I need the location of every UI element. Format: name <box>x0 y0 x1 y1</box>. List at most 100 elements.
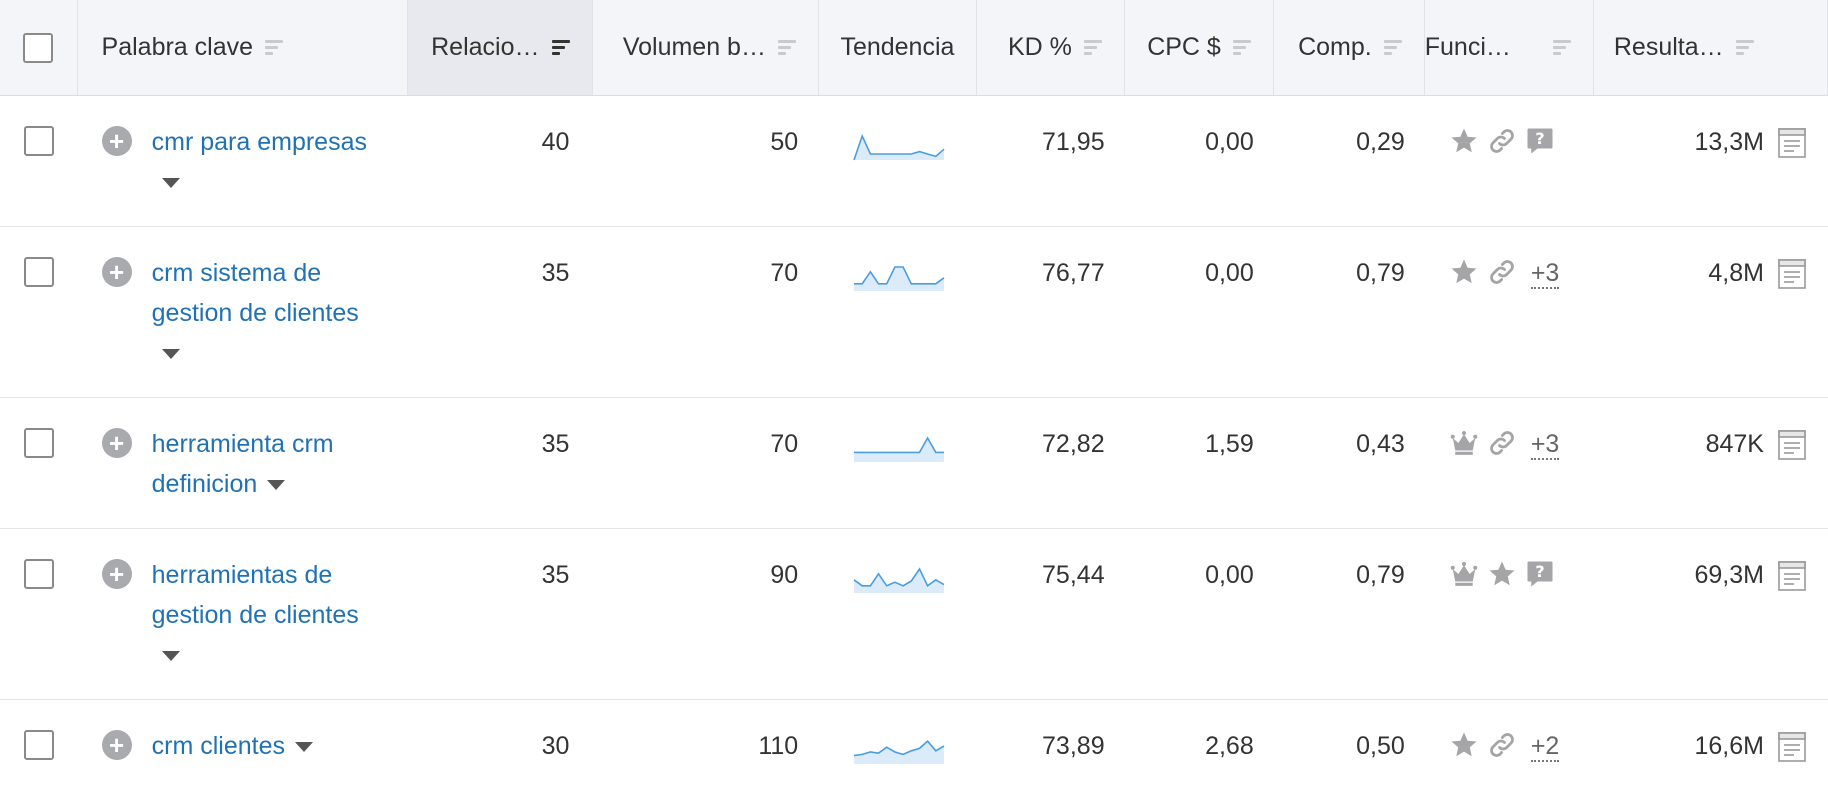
results-cell: 69,3M <box>1593 529 1828 699</box>
header-cpc[interactable]: CPC $ <box>1125 0 1274 95</box>
crown-icon[interactable] <box>1449 559 1479 589</box>
keyword-text: herramienta crm definicion <box>151 430 334 498</box>
question-icon[interactable]: ? <box>1525 126 1555 156</box>
relation-value: 40 <box>541 128 570 156</box>
select-all-checkbox[interactable] <box>23 32 54 63</box>
row-select-cell <box>0 96 78 226</box>
chevron-down-icon[interactable] <box>161 178 180 189</box>
keyword-link[interactable]: crm sistema de gestion de clientes <box>152 253 382 397</box>
table-row: + herramientas de gestion de clientes 35… <box>0 529 1828 700</box>
add-keyword-icon[interactable]: + <box>101 730 132 760</box>
sort-icon[interactable] <box>1083 39 1102 56</box>
sort-icon[interactable] <box>1383 39 1402 56</box>
trend-area <box>854 569 945 593</box>
serp-features: +3 <box>1427 227 1594 397</box>
link-icon[interactable] <box>1487 730 1517 760</box>
keyword-text: crm clientes <box>151 732 286 760</box>
header-keyword[interactable]: Palabra clave <box>78 0 408 95</box>
kd-value: 73,89 <box>1042 732 1105 760</box>
serp-document-icon[interactable] <box>1778 561 1806 699</box>
serp-document-icon[interactable] <box>1778 732 1806 790</box>
cpc-value: 0,00 <box>1205 259 1254 287</box>
comp-value: 0,43 <box>1356 430 1405 458</box>
keyword-link[interactable]: herramientas de gestion de clientes <box>152 555 382 699</box>
serp-document-icon[interactable] <box>1778 430 1806 528</box>
header-keyword-label: Palabra clave <box>101 33 254 61</box>
serp-features: ? <box>1427 96 1594 226</box>
volume-value: 70 <box>770 259 799 287</box>
comp-value: 0,79 <box>1356 259 1405 287</box>
results-value: 69,3M <box>1694 561 1764 589</box>
keyword-link[interactable]: cmr para empresas <box>152 122 382 226</box>
trend-sparkline <box>820 398 978 528</box>
sort-icon[interactable] <box>1552 39 1571 56</box>
star-icon[interactable] <box>1487 559 1517 589</box>
link-icon[interactable] <box>1487 257 1517 287</box>
trend-line <box>853 567 945 588</box>
trend-sparkline <box>820 96 978 226</box>
keyword-text: cmr para empresas <box>151 128 367 156</box>
row-checkbox[interactable] <box>23 730 54 760</box>
sort-icon[interactable] <box>1232 39 1251 56</box>
relation-value: 30 <box>541 732 570 760</box>
row-checkbox[interactable] <box>23 257 54 287</box>
serp-document-icon[interactable] <box>1778 259 1806 397</box>
add-keyword-icon[interactable]: + <box>101 559 132 589</box>
add-keyword-icon[interactable]: + <box>101 257 132 287</box>
row-select-cell <box>0 227 78 397</box>
more-features-link[interactable]: +2 <box>1530 732 1560 762</box>
relation-value: 35 <box>541 561 570 589</box>
header-trend: Tendencia <box>819 0 977 95</box>
header-functions[interactable]: Funci… <box>1425 0 1594 95</box>
results-value: 847K <box>1705 430 1764 458</box>
volume-value: 70 <box>770 430 799 458</box>
star-icon[interactable] <box>1449 126 1479 156</box>
chevron-down-icon[interactable] <box>267 480 286 491</box>
results-value: 13,3M <box>1694 128 1764 156</box>
question-icon[interactable]: ? <box>1525 559 1555 589</box>
header-volume-label: Volumen b… <box>622 33 766 61</box>
keyword-link[interactable]: herramienta crm definicion <box>152 424 382 528</box>
add-keyword-icon[interactable]: + <box>101 428 132 458</box>
trend-sparkline <box>820 700 978 790</box>
sort-icon[interactable] <box>551 39 570 56</box>
trend-sparkline <box>820 227 978 397</box>
row-checkbox[interactable] <box>23 559 54 589</box>
header-comp[interactable]: Comp. <box>1274 0 1425 95</box>
header-relation[interactable]: Relacio… <box>407 0 593 95</box>
results-value: 4,8M <box>1708 259 1764 287</box>
serp-document-icon[interactable] <box>1778 128 1806 226</box>
chevron-down-icon[interactable] <box>161 349 180 360</box>
keyword-link[interactable]: crm clientes <box>152 726 382 790</box>
kd-value: 76,77 <box>1042 259 1105 287</box>
chevron-down-icon[interactable] <box>161 651 180 662</box>
trend-line <box>854 740 945 757</box>
link-icon[interactable] <box>1487 428 1517 458</box>
sort-icon[interactable] <box>265 39 284 56</box>
add-keyword-icon[interactable]: + <box>101 126 132 156</box>
sort-icon[interactable] <box>777 39 796 56</box>
header-results-label: Resulta… <box>1613 33 1724 61</box>
crown-icon[interactable] <box>1449 428 1479 458</box>
row-checkbox[interactable] <box>23 428 54 458</box>
table-row: + cmr para empresas 40 50 71,95 0,00 0,2… <box>0 96 1828 227</box>
trend-line <box>853 133 945 161</box>
star-icon[interactable] <box>1449 257 1479 287</box>
comp-value: 0,50 <box>1356 732 1405 760</box>
table-header: Palabra clave Relacio… Volumen b… Tenden… <box>0 0 1828 96</box>
header-volume[interactable]: Volumen b… <box>593 0 819 95</box>
more-features-link[interactable]: +3 <box>1530 259 1560 289</box>
header-kd[interactable]: KD % <box>977 0 1125 95</box>
keyword-cell: + herramientas de gestion de clientes <box>78 529 409 699</box>
results-cell: 13,3M <box>1593 96 1828 226</box>
relation-value: 35 <box>541 430 570 458</box>
results-cell: 4,8M <box>1593 227 1828 397</box>
header-results[interactable]: Resulta… <box>1594 0 1828 95</box>
sort-icon[interactable] <box>1735 39 1754 56</box>
more-features-link[interactable]: +3 <box>1530 430 1560 460</box>
star-icon[interactable] <box>1449 730 1479 760</box>
chevron-down-icon[interactable] <box>295 742 314 753</box>
row-checkbox[interactable] <box>23 126 54 156</box>
link-icon[interactable] <box>1487 126 1517 156</box>
